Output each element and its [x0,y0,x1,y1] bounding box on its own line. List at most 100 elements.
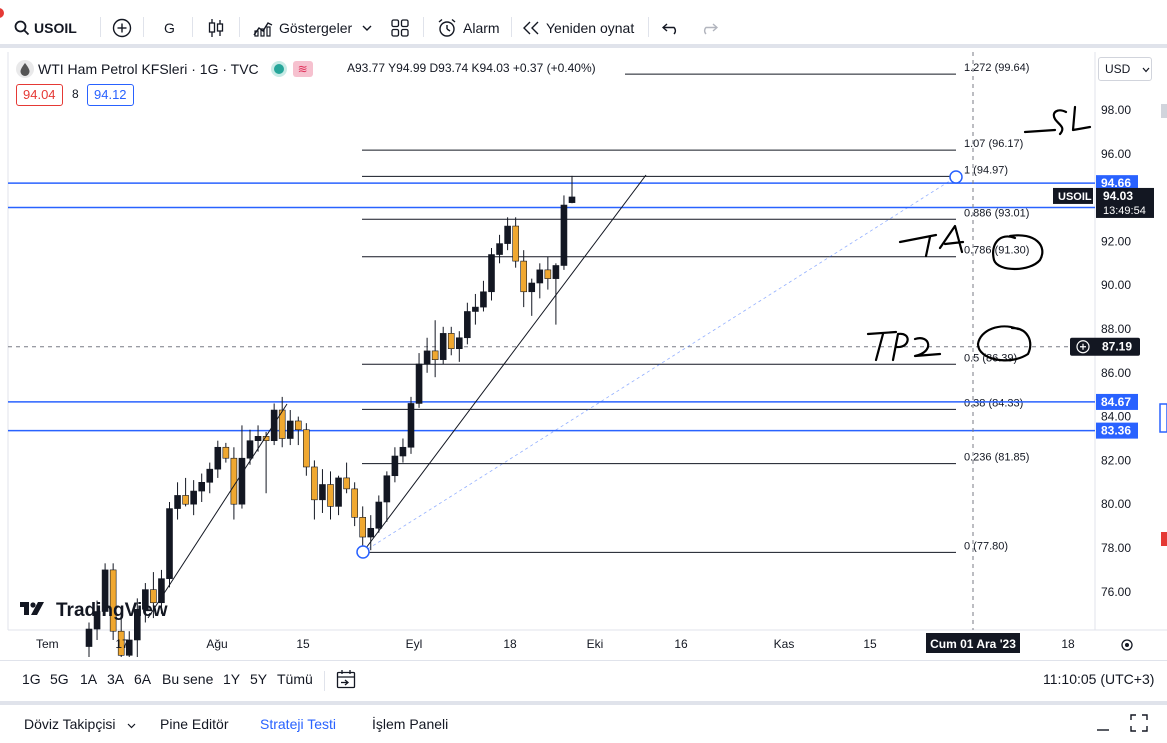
replay-button[interactable]: Yeniden oynat [522,14,634,42]
currency-selector[interactable]: USD [1098,57,1152,81]
redo-button[interactable] [700,14,718,42]
candle-body [150,589,157,604]
range-1m[interactable]: 1A [80,671,98,687]
trend-lines[interactable] [147,170,963,619]
annotation-tp1 [898,224,965,258]
candle-body [560,204,568,266]
alarm-button[interactable]: Alarm [437,14,500,42]
bottom-panel: Döviz Takipçisi Pine Editör Strateji Tes… [0,701,1167,743]
toolbar-divider [239,17,240,37]
indicators-button[interactable]: Göstergeler [253,14,372,42]
candle-body [447,333,455,350]
symbol-tag: USOIL [1058,191,1092,203]
candle-body [278,409,286,439]
candle-body [117,630,125,656]
candle-body [536,269,544,284]
crosshair [8,52,1095,630]
candle-body [286,420,294,439]
fib-anchor-handle [949,170,963,184]
clock-timezone[interactable]: 11:10:05 (UTC+3) [1043,671,1155,687]
minimize-icon[interactable] [1096,719,1110,737]
interval-label: G [164,20,175,36]
annotation-tp1-circle [992,234,1044,271]
symbol-title[interactable]: WTI Ham Petrol KFSleri · 1G · TVC [38,61,259,77]
currency-label: USD [1105,62,1131,76]
fib-level-label: 0.886 (93.01) [964,207,1029,219]
tab-pine-editor[interactable]: Pine Editör [160,716,229,732]
candle-body [166,508,173,579]
time-tick-label: 17 [115,637,129,651]
handwritten-annotations [866,105,1092,362]
indicators-icon [253,19,273,37]
price-chart[interactable]: 1.272 (99.64) 1.07 (96.17) 1 (94.97) 0.886 … [0,52,1167,657]
candle-body [375,501,383,529]
time-axis[interactable]: Tem 17 Ağu 15 Eyl 18 Eki 16 Kas 15 18 Cum 01 Ara '2… [36,633,1133,653]
range-1d[interactable]: 1G [22,671,41,687]
fib-retracement[interactable]: 1.272 (99.64) 1.07 (96.17) 1 (94.97) 0.886 … [362,62,1029,553]
undo-button[interactable] [662,14,680,42]
ohlc-values: A93.77 Y94.99 D93.74 K94.03 +0.37 (+0.40… [347,61,596,75]
candle-body [294,420,302,431]
chart-pane[interactable]: 1.272 (99.64) 1.07 (96.17) 1 (94.97) 0.886 … [0,52,1167,657]
range-5y[interactable]: 5Y [250,671,268,687]
range-5d[interactable]: 5G [50,671,69,687]
range-3m[interactable]: 3A [107,671,125,687]
tab-strategy-tester[interactable]: Strateji Testi [260,716,336,732]
tab-currency-watcher[interactable]: Döviz Takipçisi [24,716,136,732]
range-1y[interactable]: 1Y [223,671,241,687]
current-price-bg [1096,187,1154,218]
symbol-legend: WTI Ham Petrol KFSleri · 1G · TVC ≋ [16,60,313,78]
candle-body [488,254,495,293]
price-label-level-a: 84.67 [1101,395,1131,409]
candle-body [439,333,447,360]
price-tick-label: 80.00 [1101,497,1131,511]
toolbar-divider [648,17,649,37]
bid-price[interactable]: 94.04 [16,84,63,106]
price-tick-label: 96.00 [1101,147,1131,161]
compare-button[interactable] [112,14,132,42]
candle-body [455,337,463,350]
price-axis[interactable]: 98.0096.0094.0092.0090.0088.0086.0084.00… [1053,103,1167,599]
candle-body [238,457,246,505]
delayed-data-icon[interactable]: ≋ [292,61,313,77]
ask-price[interactable]: 94.12 [87,84,134,106]
price-label-level-b-bg [1096,422,1138,439]
rewind-icon [522,21,540,35]
candle-body [520,260,528,293]
annotation-tp2-circle [976,325,1032,362]
settings-gear-icon-center [1125,643,1129,647]
time-tick-label: Kas [774,637,795,651]
candle-body [399,446,407,457]
candle-body [383,475,391,503]
horizontal-lines[interactable] [8,182,1095,432]
time-tick-label: Ağu [206,637,227,651]
price-label-level-b: 83.36 [1101,424,1131,438]
range-all[interactable]: Tümü [277,671,313,687]
candle-body [174,495,181,509]
undo-icon [662,21,680,35]
maximize-icon[interactable] [1130,714,1148,737]
templates-button[interactable] [391,14,409,42]
symbol-search[interactable]: USOIL [14,14,77,42]
candle-body [407,403,415,448]
candle-body [568,196,576,203]
candle-body [198,481,205,492]
oil-drop-icon [16,60,34,78]
tab-trading-panel[interactable]: İşlem Paneli [372,716,449,732]
candle-body [311,466,318,501]
range-ytd[interactable]: Bu sene [162,671,214,687]
time-tick-label: 18 [503,637,517,651]
scroll-marker [1161,532,1167,546]
tradingview-logo-dot [30,602,36,608]
candle-body [367,527,375,538]
range-6m[interactable]: 6A [134,671,152,687]
chart-type-button[interactable] [207,14,225,42]
candle-body [101,569,109,612]
interval-button[interactable]: G [164,14,175,42]
time-tick-label: 16 [674,637,688,651]
candle-body [125,639,133,656]
candle-body [343,477,350,490]
crosshair-date: Cum 01 Ara '23 [930,637,1016,651]
goto-date-icon[interactable] [336,669,356,696]
fib-level-label: 0.236 (81.85) [964,452,1029,464]
